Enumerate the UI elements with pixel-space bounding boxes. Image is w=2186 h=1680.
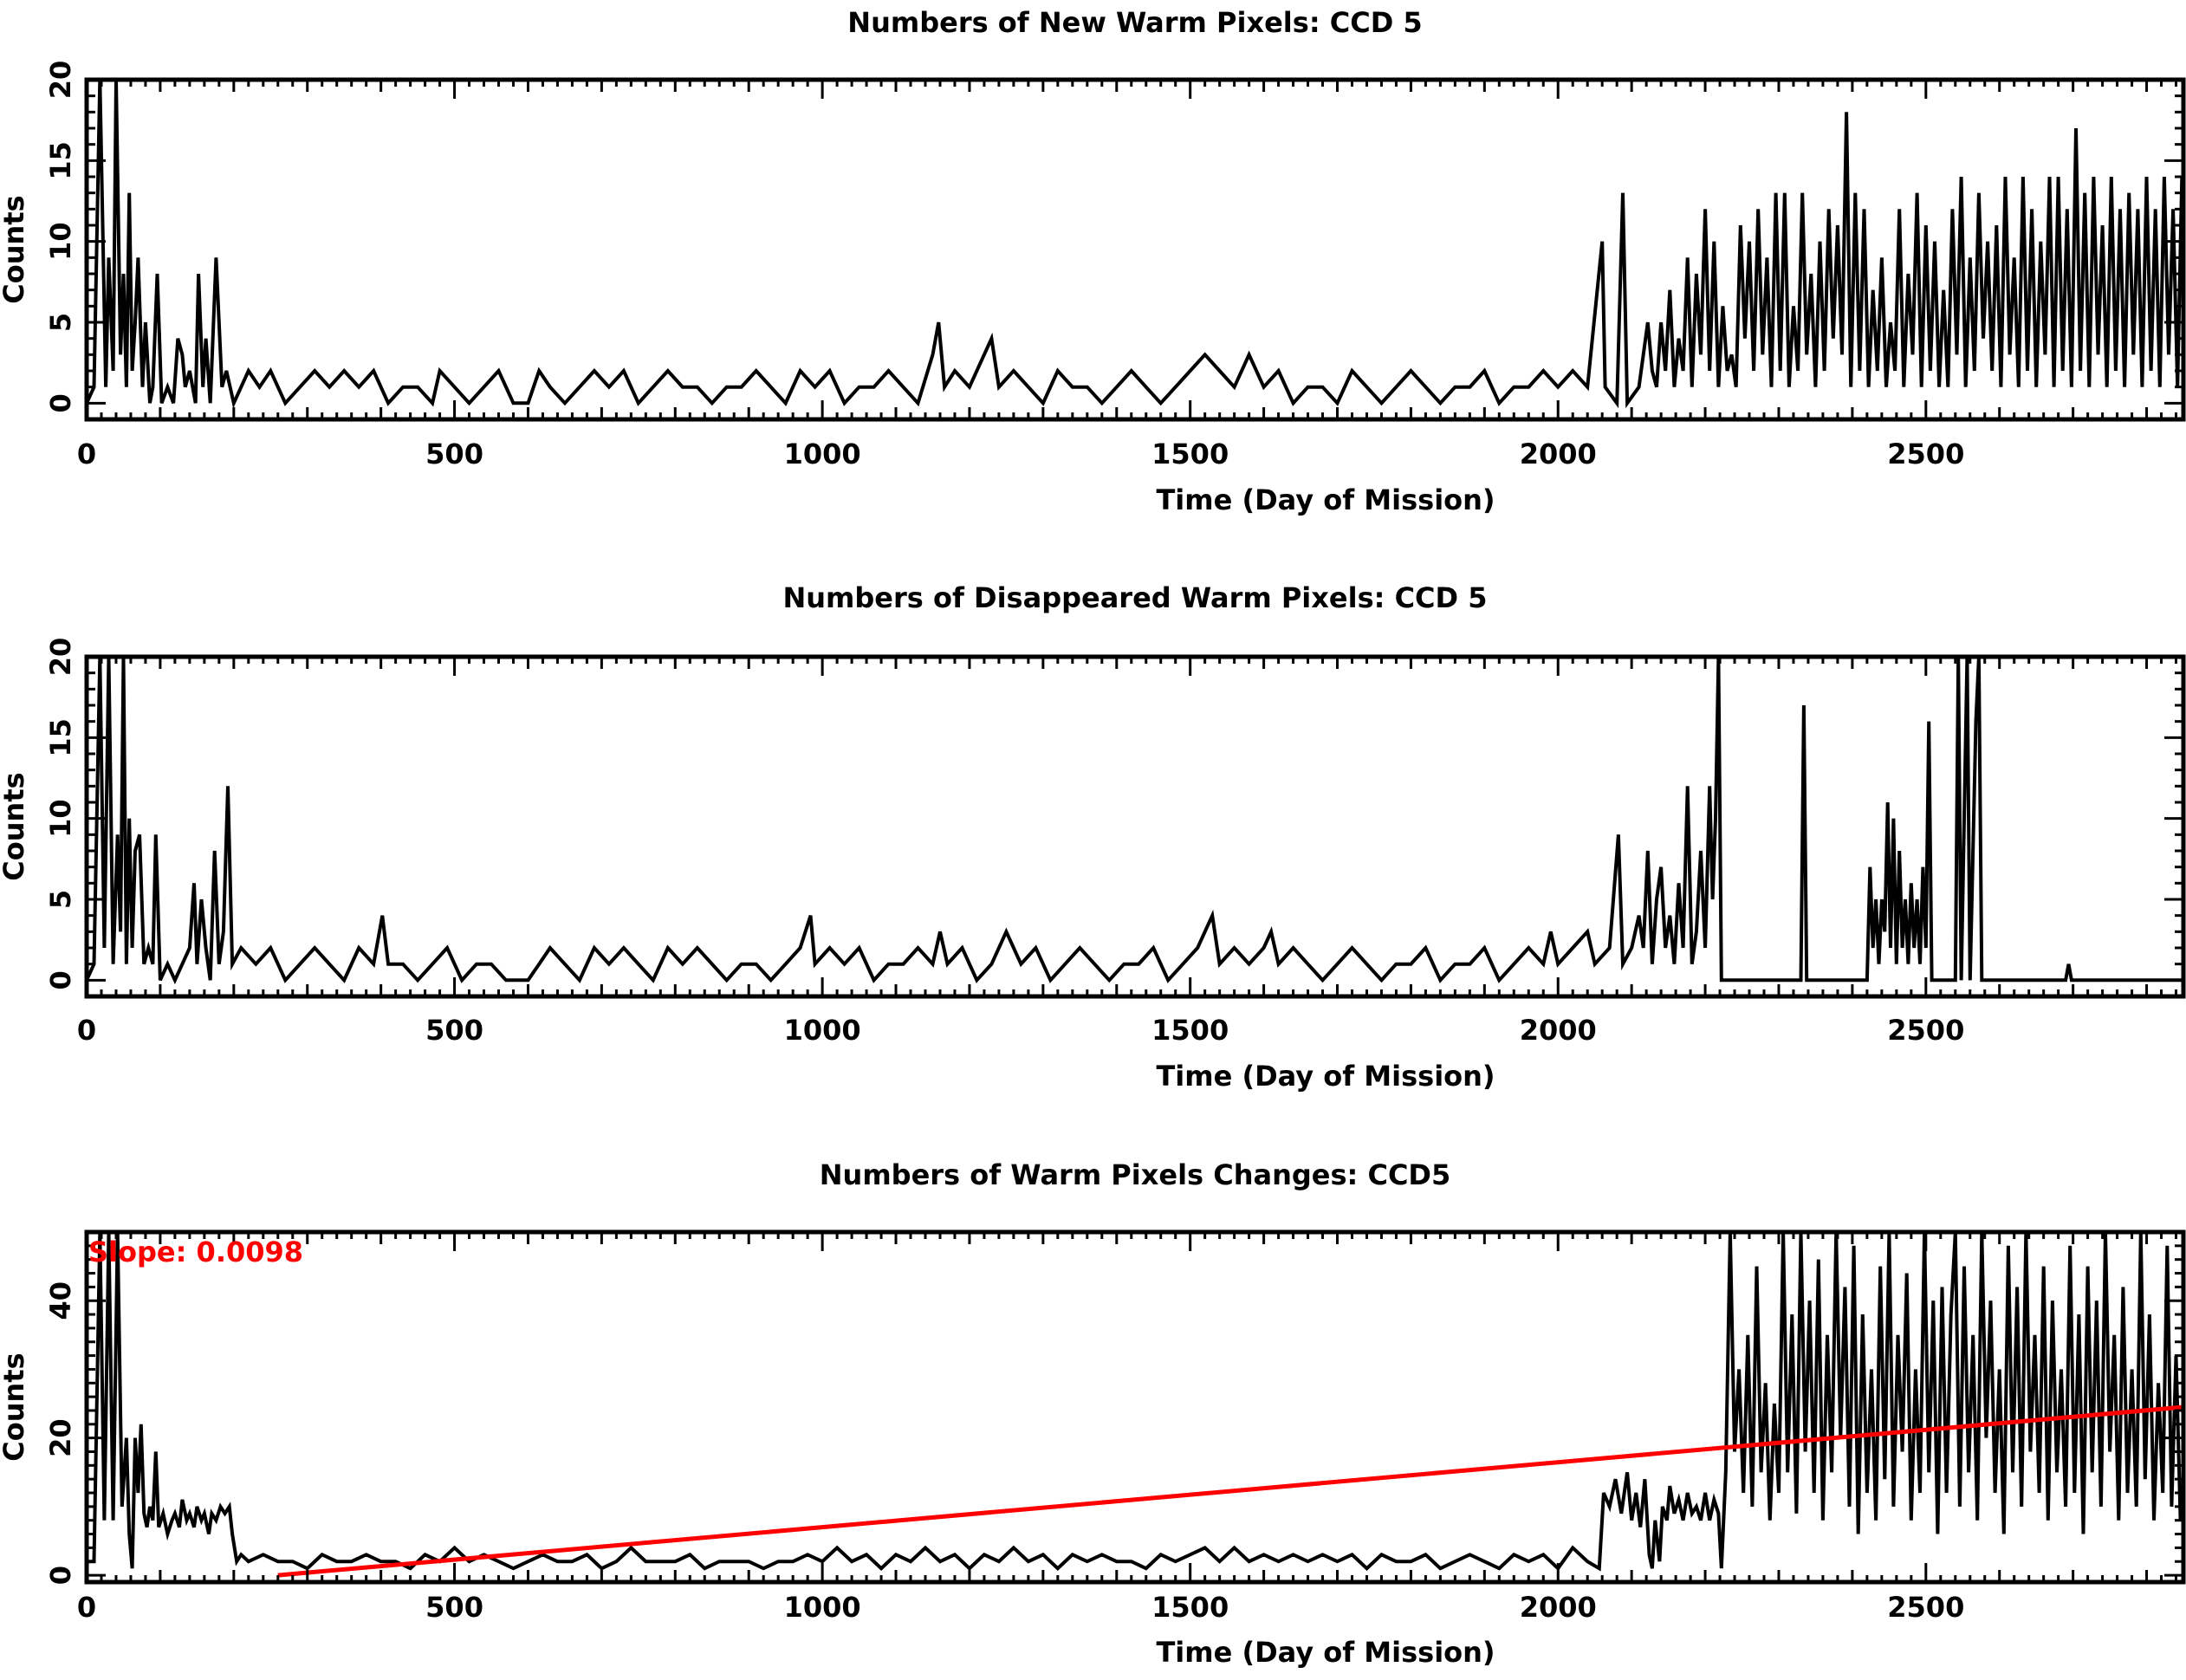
y-tick-label: 15 <box>44 141 77 180</box>
data-series-line <box>87 1232 2183 1572</box>
y-tick-label: 15 <box>44 718 77 757</box>
x-tick-label: 500 <box>425 1591 483 1624</box>
slope-annotation: Slope: 0.0098 <box>88 1236 303 1268</box>
plot-frame <box>84 1229 2186 1585</box>
x-tick-label: 0 <box>77 438 96 470</box>
x-axis-label: Time (Day of Mission) <box>1156 1636 1495 1669</box>
chart-title: Numbers of Disappeared Warm Pixels: CCD … <box>782 581 1487 614</box>
x-axis-label: Time (Day of Mission) <box>1156 1060 1495 1093</box>
x-tick-label: 500 <box>425 438 483 470</box>
data-series-line <box>87 657 2183 985</box>
plot-frame <box>84 654 2186 999</box>
x-tick-label: 2000 <box>1520 1014 1597 1047</box>
y-tick-label: 5 <box>44 313 77 332</box>
chart-title: Numbers of Warm Pixels Changes: CCD5 <box>820 1158 1451 1191</box>
y-axis-label: Counts <box>0 772 30 880</box>
chart-panel-3: Numbers of Warm Pixels Changes: CCD5 0 500… <box>0 1158 2186 1669</box>
y-axis-label: Counts <box>0 195 30 303</box>
y-tick-label: 0 <box>44 1566 77 1585</box>
trend-line <box>277 1404 2183 1578</box>
y-tick-label: 10 <box>44 799 77 838</box>
y-tick-label: 5 <box>44 890 77 909</box>
chart-panel-1: Numbers of New Warm Pixels: CCD 50 500 100… <box>0 6 2186 516</box>
chart-title: Numbers of New Warm Pixels: CCD 5 <box>847 6 1422 39</box>
y-tick-label: 10 <box>44 222 77 261</box>
y-tick-label: 0 <box>44 970 77 989</box>
x-tick-label: 2500 <box>1887 1591 1964 1624</box>
y-tick-label: 40 <box>44 1281 77 1320</box>
x-tick-label: 1000 <box>784 438 861 470</box>
x-tick-label: 0 <box>77 1014 96 1047</box>
x-tick-label: 2500 <box>1887 438 1964 470</box>
x-tick-label: 1000 <box>784 1591 861 1624</box>
x-tick-label: 2000 <box>1520 438 1597 470</box>
x-tick-label: 2500 <box>1887 1014 1964 1047</box>
plot-frame <box>84 77 2186 422</box>
x-tick-label: 1000 <box>784 1014 861 1047</box>
x-tick-label: 1500 <box>1151 438 1229 470</box>
y-axis-label: Counts <box>0 1352 30 1461</box>
y-tick-label: 20 <box>44 638 77 677</box>
data-series-line <box>87 80 2183 409</box>
y-tick-label: 20 <box>44 1418 77 1457</box>
x-tick-label: 2000 <box>1520 1591 1597 1624</box>
x-tick-label: 1500 <box>1151 1014 1229 1047</box>
x-axis-label: Time (Day of Mission) <box>1156 483 1495 516</box>
x-tick-label: 1500 <box>1151 1591 1229 1624</box>
x-tick-label: 0 <box>77 1591 96 1624</box>
x-tick-label: 500 <box>425 1014 483 1047</box>
chart-panel-2: Numbers of Disappeared Warm Pixels: CCD … <box>0 581 2186 1093</box>
y-tick-label: 20 <box>44 61 77 100</box>
y-tick-label: 0 <box>44 393 77 412</box>
